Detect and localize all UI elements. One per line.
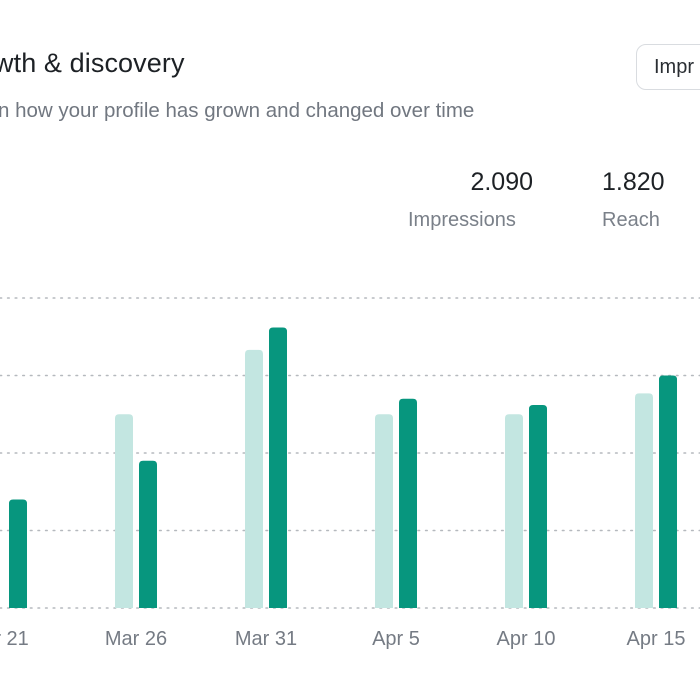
metric-reach: 1.820 Reach [602, 166, 665, 233]
bar-impressions-1 [115, 414, 133, 608]
bar-impressions-4 [505, 414, 523, 608]
x-tick-label-4: Apr 10 [497, 628, 556, 650]
metric-reach-value: 1.820 [602, 168, 665, 196]
metric-select-dropdown[interactable]: Impr [636, 44, 700, 90]
x-tick-label-1: Mar 26 [105, 628, 167, 650]
bar-reach-5 [659, 375, 677, 608]
card-subtitle: n how your profile has grown and changed… [0, 99, 475, 122]
bar-impressions-2 [245, 349, 263, 608]
bar-impressions-5 [635, 393, 653, 608]
metric-impressions: 2.090 Impressions [408, 166, 533, 233]
bar-reach-1 [139, 460, 157, 608]
bar-impressions-3 [375, 414, 393, 608]
metric-impressions-label: Impressions [408, 209, 516, 231]
bar-reach-0 [9, 499, 27, 608]
metric-select-label: Impr [654, 55, 694, 78]
bar-reach-3 [399, 398, 417, 608]
metric-reach-label: Reach [602, 209, 660, 231]
x-tick-label-5: Apr 15 [627, 628, 686, 650]
x-tick-label-3: Apr 5 [372, 628, 420, 650]
bar-reach-4 [529, 404, 547, 608]
bar-reach-2 [269, 327, 287, 608]
metric-impressions-value: 2.090 [470, 168, 533, 196]
x-tick-label-0: ar 21 [0, 628, 29, 650]
card-title: wth & discovery [0, 48, 185, 78]
x-tick-label-2: Mar 31 [235, 628, 297, 650]
